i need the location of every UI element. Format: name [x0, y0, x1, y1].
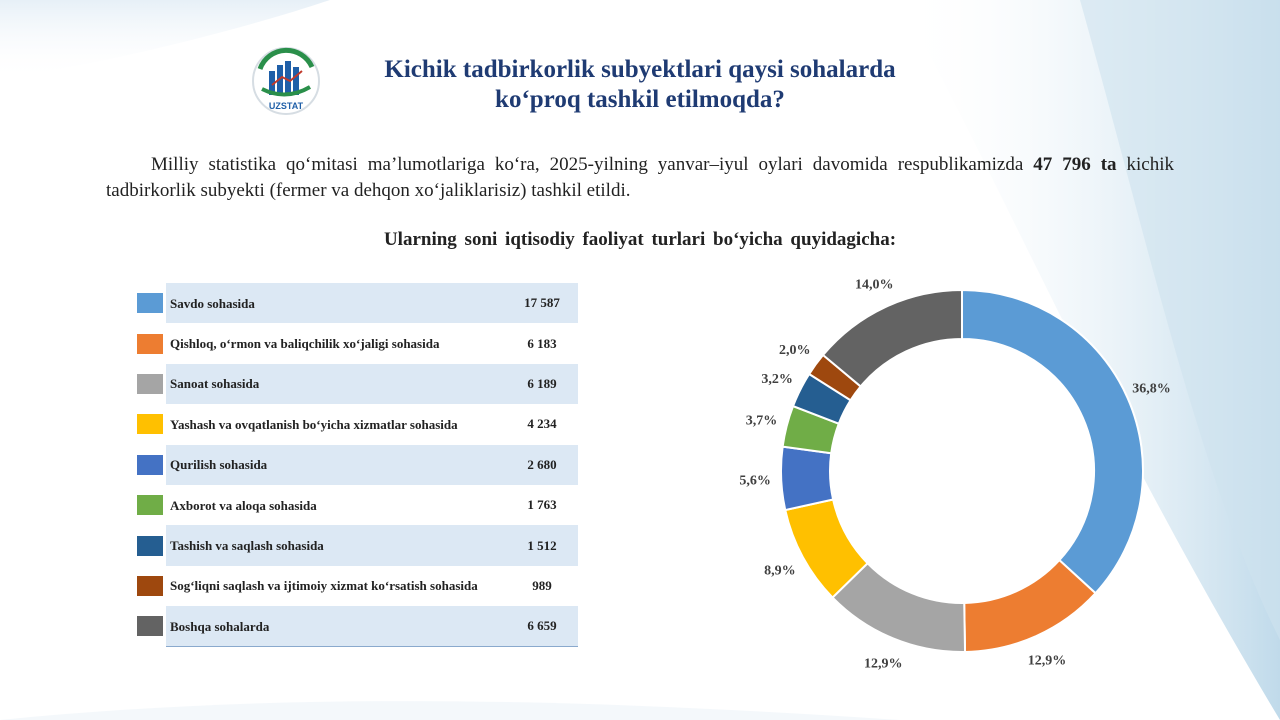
donut-chart: 36,8% 12,9% 12,9% 8,9% 5,6% 3,7% 3,2% 2,0% 14,0% — [739, 278, 1171, 672]
uzstat-logo: UZSTAT — [250, 45, 322, 120]
page-title: Kichik tadbirkorlik subyektlari qaysi so… — [330, 55, 950, 115]
chart-subtitle: Ularning soni iqtisodiy faoliyat turlari… — [383, 229, 897, 250]
legend-row: Yashash va ovqatlanish bo‘yicha xizmatla… — [128, 404, 578, 444]
legend-swatch — [137, 454, 163, 475]
legend-row: Qishloq, o‘rmon va baliqchilik xo‘jaligi… — [128, 323, 578, 363]
legend-label: Tashish va saqlash sohasida — [166, 525, 506, 566]
legend-swatch — [137, 333, 163, 354]
legend-label: Yashash va ovqatlanish bo‘yicha xizmatla… — [170, 416, 458, 432]
intro-text-before: Milliy statistika qo‘mitasi ma’lumotlari… — [151, 154, 1034, 175]
slice-percent-label: 14,0% — [855, 278, 894, 293]
legend-swatch — [137, 293, 163, 314]
legend-label: Savdo sohasida — [166, 283, 506, 324]
intro-highlight-count: 47 796 ta — [1033, 154, 1117, 175]
title-line-2: ko‘proq tashkil etilmoqda? — [495, 86, 785, 113]
legend-swatch — [137, 535, 163, 556]
legend-row: Sanoat sohasida 6 189 — [128, 363, 578, 405]
slice-percent-label: 36,8% — [1132, 382, 1171, 397]
legend-value: 2 680 — [506, 444, 578, 485]
slice-percent-label: 8,9% — [764, 563, 796, 578]
legend-value: 6 189 — [506, 363, 578, 405]
legend-label: Sanoat sohasida — [166, 363, 506, 405]
legend-value: 17 587 — [506, 283, 578, 324]
donut-slice — [780, 445, 835, 512]
donut-slice — [821, 288, 963, 388]
legend-label: Qurilish sohasida — [166, 444, 506, 485]
legend-label: Axborot va aloqa sohasida — [170, 497, 317, 513]
legend-label: Qishloq, o‘rmon va baliqchilik xo‘jaligi… — [170, 336, 440, 352]
donut-slice — [963, 558, 1097, 653]
legend-swatch — [137, 616, 163, 637]
legend-value: 6 659 — [506, 606, 578, 648]
slice-percent-label: 12,9% — [864, 656, 903, 671]
legend-swatch — [137, 575, 163, 596]
slice-percent-label: 2,0% — [779, 343, 811, 358]
legend-value: 1 512 — [506, 525, 578, 566]
legend-row: Savdo sohasida 17 587 — [128, 283, 578, 324]
donut-slice — [961, 288, 1144, 595]
legend-label: Boshqa sohalarda — [166, 606, 506, 648]
legend-swatch — [137, 495, 163, 516]
slice-percent-label: 3,7% — [746, 414, 778, 429]
legend-row: Boshqa sohalarda 6 659 — [128, 606, 578, 648]
legend-label: Sog‘liqni saqlash va ijtimoiy xizmat ko‘… — [170, 578, 478, 594]
title-line-1: Kichik tadbirkorlik subyektlari qaysi so… — [384, 56, 896, 83]
legend-swatch — [137, 414, 163, 435]
legend-value: 6 183 — [527, 335, 557, 351]
legend-row: Tashish va saqlash sohasida 1 512 — [128, 525, 578, 566]
logo-text: UZSTAT — [269, 101, 304, 111]
legend-value: 1 763 — [527, 497, 557, 513]
slice-percent-label: 12,9% — [1028, 654, 1067, 669]
legend-table: Savdo sohasida 17 587 Qishloq, o‘rmon va b… — [128, 283, 578, 648]
legend-row: Sog‘liqni saqlash va ijtimoiy xizmat ko‘… — [128, 566, 578, 606]
legend-value: 4 234 — [527, 416, 557, 432]
intro-paragraph: Milliy statistika qo‘mitasi ma’lumotlari… — [106, 152, 1174, 204]
slice-percent-label: 5,6% — [739, 474, 771, 489]
intro-text-after: kichik tadbirkorlik subyekti (fermer va … — [106, 154, 1174, 201]
legend-row: Qurilish sohasida 2 680 — [128, 444, 578, 485]
legend-value: 989 — [532, 577, 552, 593]
slice-percent-label: 3,2% — [761, 372, 793, 387]
legend-swatch — [137, 373, 163, 394]
legend-row: Axborot va aloqa sohasida 1 763 — [128, 485, 578, 525]
